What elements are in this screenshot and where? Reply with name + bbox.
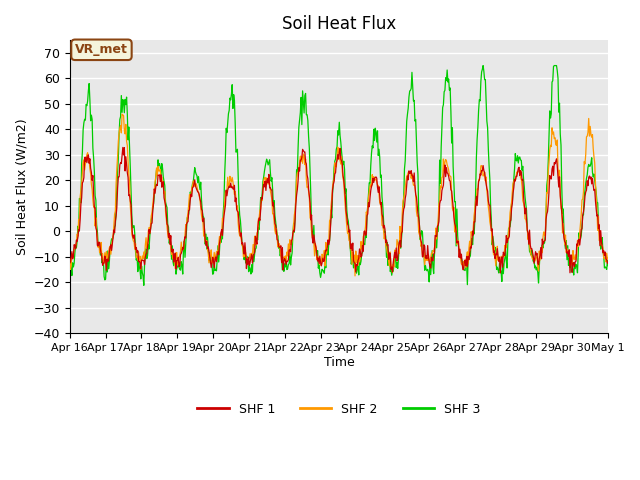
Text: VR_met: VR_met — [75, 43, 128, 56]
Title: Soil Heat Flux: Soil Heat Flux — [282, 15, 396, 33]
Legend: SHF 1, SHF 2, SHF 3: SHF 1, SHF 2, SHF 3 — [193, 398, 485, 421]
Y-axis label: Soil Heat Flux (W/m2): Soil Heat Flux (W/m2) — [15, 118, 28, 255]
X-axis label: Time: Time — [324, 356, 355, 369]
